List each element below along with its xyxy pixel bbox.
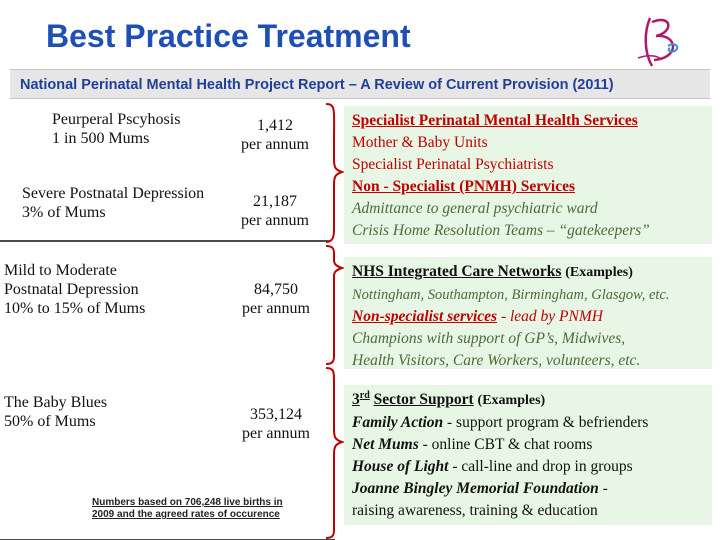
tier2-label-line1: Severe Postnatal Depression bbox=[22, 185, 205, 202]
tier3-label: Mild to Moderate Postnatal Depression 10… bbox=[4, 261, 145, 318]
tier-divider bbox=[0, 240, 330, 242]
logo-icon bbox=[637, 17, 679, 67]
nhs-heading-suffix: (Examples) bbox=[565, 265, 633, 280]
footnote-line1: Numbers based on 706,248 live births in bbox=[92, 497, 283, 508]
tier4-count-value: 353,124 bbox=[250, 406, 302, 423]
tier3-label-line1: Mild to Moderate bbox=[4, 262, 117, 279]
item1-desc: - support program & befrienders bbox=[447, 414, 649, 431]
tier2-label: Severe Postnatal Depression 3% of Mums bbox=[22, 184, 204, 222]
tier3-label-line2: Postnatal Depression bbox=[4, 281, 139, 298]
tier1-count: 1,412 per annum bbox=[230, 116, 320, 154]
third-sector-panel: 3rd Sector Support (Examples) Family Act… bbox=[344, 385, 712, 525]
nhs-networks-panel: NHS Integrated Care Networks (Examples) … bbox=[344, 257, 712, 369]
nhs-line4: Health Visitors, Care Workers, volunteer… bbox=[352, 352, 641, 369]
nhs-line2: - lead by PNMH bbox=[500, 308, 603, 325]
item3-name: House of Light bbox=[352, 458, 449, 475]
nhs-line3: Champions with support of GP’s, Midwives… bbox=[352, 330, 626, 347]
tier1-count-unit: per annum bbox=[241, 136, 309, 153]
nhs-heading: NHS Integrated Care Networks bbox=[352, 263, 562, 280]
subtitle-bar: National Perinatal Mental Health Project… bbox=[10, 69, 710, 99]
tier1-label-line2: 1 in 500 Mums bbox=[52, 130, 150, 147]
third-item2: Net Mums - online CBT & chat rooms bbox=[352, 434, 704, 456]
third-heading-suffix: (Examples) bbox=[477, 393, 546, 408]
third-heading: Sector Support bbox=[373, 391, 474, 408]
item2-desc: - online CBT & chat rooms bbox=[422, 436, 593, 453]
item4-name: Joanne Bingley Memorial Foundation bbox=[352, 480, 599, 497]
tier4-count-unit: per annum bbox=[242, 425, 310, 442]
tier4-label: The Baby Blues 50% of Mums bbox=[4, 393, 107, 431]
tier3-count-value: 84,750 bbox=[254, 281, 298, 298]
tier2-count-value: 21,187 bbox=[253, 193, 297, 210]
brace-connectors bbox=[325, 103, 346, 539]
specialist-line2: Specialist Perinatal Psychiatrists bbox=[352, 156, 554, 173]
tier1-label: Peurperal Pscyhosis 1 in 500 Mums bbox=[52, 110, 180, 148]
specialist-line4: Crisis Home Resolution Teams – “gatekeep… bbox=[352, 222, 650, 239]
item2-name: Net Mums bbox=[352, 436, 419, 453]
nhs-line1: Nottingham, Southampton, Birmingham, Gla… bbox=[352, 287, 670, 303]
third-heading-num: 3 bbox=[352, 391, 360, 408]
item4-desc: - bbox=[602, 480, 608, 497]
tier2-label-line2: 3% of Mums bbox=[22, 204, 106, 221]
tier4-count: 353,124 per annum bbox=[226, 405, 326, 443]
page-title: Best Practice Treatment bbox=[46, 18, 411, 54]
tier4-label-line1: The Baby Blues bbox=[4, 394, 108, 411]
nhs-nonspec: Non-specialist services bbox=[352, 308, 498, 325]
births-footnote: Numbers based on 706,248 live births in … bbox=[92, 497, 332, 521]
tier3-count-unit: per annum bbox=[242, 300, 310, 317]
third-item3: House of Light - call-line and drop in g… bbox=[352, 456, 704, 478]
third-item1: Family Action - support program & befrie… bbox=[352, 412, 704, 434]
item1-name: Family Action bbox=[352, 414, 444, 431]
non-specialist-heading: Non - Specialist (PNMH) Services bbox=[352, 178, 575, 195]
third-item4-line2: raising awareness, training & education bbox=[352, 502, 598, 519]
third-heading-sup: rd bbox=[359, 389, 370, 401]
specialist-line3: Admittance to general psychiatric ward bbox=[352, 200, 598, 217]
tier1-label-line1: Peurperal Pscyhosis bbox=[52, 111, 181, 128]
item3-desc: - call-line and drop in groups bbox=[452, 458, 633, 475]
specialist-heading: Specialist Perinatal Mental Health Servi… bbox=[352, 112, 638, 129]
tier2-count-unit: per annum bbox=[241, 212, 309, 229]
third-item4: Joanne Bingley Memorial Foundation - bbox=[352, 478, 704, 500]
footnote-line2: 2009 and the agreed rates of occurence bbox=[92, 509, 280, 520]
tier3-count: 84,750 per annum bbox=[226, 280, 326, 318]
tier1-count-value: 1,412 bbox=[257, 117, 293, 134]
tier4-label-line2: 50% of Mums bbox=[4, 413, 96, 430]
specialist-services-panel: Specialist Perinatal Mental Health Servi… bbox=[344, 106, 712, 244]
specialist-line1: Mother & Baby Units bbox=[352, 134, 488, 151]
pyramid-diagram bbox=[0, 539, 335, 540]
tier2-count: 21,187 per annum bbox=[230, 192, 320, 230]
tier3-label-line3: 10% to 15% of Mums bbox=[4, 300, 146, 317]
